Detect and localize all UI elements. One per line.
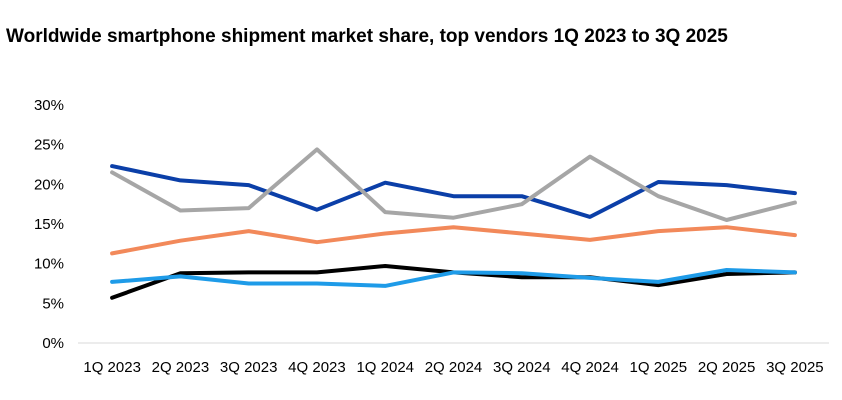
- x-tick-label: 2Q 2024: [425, 359, 483, 376]
- series-line-1: [110, 164, 797, 219]
- x-tick-label: 2Q 2023: [152, 359, 210, 376]
- x-tick-label: 1Q 2023: [83, 359, 141, 376]
- x-tick-label: 4Q 2024: [561, 359, 619, 376]
- x-axis: 1Q 2023 2Q 2023 3Q 2023 4Q 2023 1Q 2024 2Q 20…: [78, 342, 829, 376]
- y-tick-label: 30%: [34, 97, 64, 114]
- chart-title: Worldwide smartphone shipment market sha…: [6, 26, 728, 47]
- x-tick-label: 1Q 2024: [356, 359, 414, 376]
- series-line-2: [110, 147, 797, 222]
- series-line-3: [110, 225, 797, 256]
- x-tick-label: 3Q 2023: [220, 359, 278, 376]
- y-tick-label: 5%: [42, 295, 64, 312]
- x-tick-label: 4Q 2023: [288, 359, 346, 376]
- series-line-5: [110, 268, 797, 288]
- x-tick-label: 1Q 2025: [630, 359, 688, 376]
- x-tick-label: 2Q 2025: [698, 359, 756, 376]
- y-tick-label: 10%: [34, 256, 64, 273]
- y-axis: 0% 5% 10% 15% 20% 25% 30%: [34, 97, 64, 352]
- y-tick-label: 15%: [34, 216, 64, 233]
- x-tick-label: 3Q 2025: [766, 359, 824, 376]
- series-layer: [110, 147, 797, 300]
- y-tick-label: 20%: [34, 176, 64, 193]
- x-tick-label: 3Q 2024: [493, 359, 551, 376]
- y-tick-label: 25%: [34, 137, 64, 154]
- y-tick-label: 0%: [42, 335, 64, 352]
